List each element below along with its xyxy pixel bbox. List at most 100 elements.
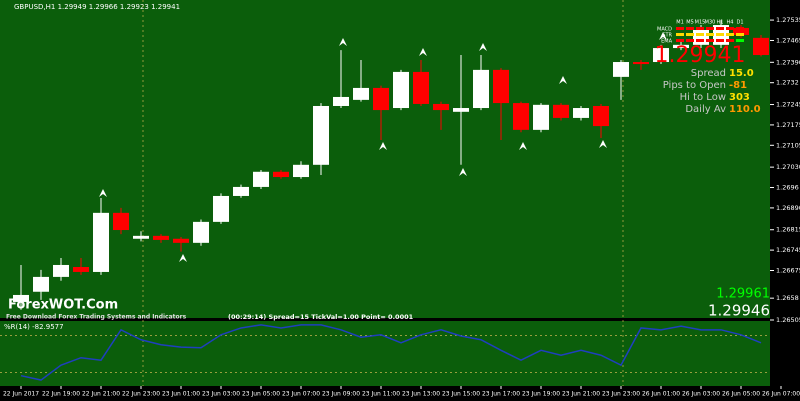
- fractal-arrow: [599, 140, 607, 148]
- signal-cell: [736, 27, 744, 30]
- chart-title: GBPUSD,H1 1.29949 1.29966 1.29923 1.2994…: [14, 3, 180, 11]
- candle-body: [733, 27, 749, 35]
- candle-body: [333, 96, 349, 106]
- candle-body: [373, 87, 389, 111]
- signal-cell: [726, 33, 734, 36]
- candle-body: [453, 108, 469, 112]
- candle-body: [513, 103, 529, 130]
- x-tick-label: 23 Jun 15:00: [442, 391, 480, 398]
- fractal-arrow: [379, 142, 387, 150]
- x-tick-label: 23 Jun 07:00: [282, 391, 320, 398]
- x-tick-label: 22 Jun 21:00: [82, 391, 120, 398]
- y-tick-label: 1.27535: [776, 16, 800, 24]
- y-tick-label: 1.2658: [776, 294, 799, 302]
- fractal-arrow: [179, 254, 187, 262]
- timeframe-label: M30: [705, 20, 716, 26]
- y-tick-label: 1.27105: [776, 141, 800, 149]
- fractal-arrow: [479, 43, 487, 51]
- candle-body: [393, 71, 409, 109]
- candle-body: [433, 103, 449, 111]
- signal-cell: [696, 39, 704, 42]
- stat-value: 15.0: [729, 68, 754, 79]
- candle-body: [293, 164, 309, 178]
- signal-cell: [726, 27, 734, 30]
- signal-cell: [706, 33, 714, 36]
- candle-body: [633, 62, 649, 65]
- bid-price: 1.29946: [708, 302, 770, 320]
- candle-body: [173, 238, 189, 243]
- x-tick-label: 23 Jun 23:00: [602, 391, 640, 398]
- fractal-arrow: [519, 142, 527, 150]
- x-tick-label: 23 Jun 05:00: [242, 391, 280, 398]
- y-tick-label: 1.2696: [776, 184, 799, 192]
- x-tick-label: 26 Jun 03:00: [682, 391, 720, 398]
- signal-cell: [696, 27, 704, 30]
- timeframe-label: H1: [717, 20, 724, 26]
- candle-body: [273, 171, 289, 178]
- indicator-line: [20, 324, 762, 381]
- x-tick-label: 26 Jun 07:00: [762, 391, 800, 398]
- x-tick-label: 23 Jun 09:00: [322, 391, 360, 398]
- stat-value: -81: [729, 80, 747, 91]
- x-tick-label: 23 Jun 03:00: [202, 391, 240, 398]
- candle-body: [413, 71, 429, 104]
- main-plot: [0, 0, 770, 318]
- signal-cell: [726, 39, 734, 42]
- current-price: 1.29941: [655, 43, 746, 68]
- brand: ForexWOT.Com: [8, 298, 118, 313]
- candle-body: [153, 235, 169, 240]
- signal-cell: [686, 27, 694, 30]
- candle-body: [533, 104, 549, 130]
- candle-body: [593, 105, 609, 127]
- indicator-title: %R(14) -82.9577: [4, 323, 64, 331]
- x-tick-label: 22 Jun 19:00: [42, 391, 80, 398]
- y-tick-label: 1.26890: [776, 204, 800, 212]
- fractal-arrow: [99, 189, 107, 197]
- stat-value: 110.0: [729, 104, 761, 115]
- signal-cell: [716, 39, 724, 42]
- fractal-arrow: [459, 168, 467, 176]
- candle-body: [553, 104, 569, 118]
- x-tick-label: 26 Jun 05:00: [722, 391, 760, 398]
- x-tick-label: 22 Jun 23:00: [122, 391, 160, 398]
- signal-cell: [696, 33, 704, 36]
- candle-body: [93, 212, 109, 272]
- signal-cell: [736, 39, 744, 42]
- x-tick-label: 23 Jun 01:00: [162, 391, 200, 398]
- candle-body: [473, 69, 489, 109]
- stat-label: Hi to Low: [680, 92, 726, 103]
- candle-body: [673, 44, 689, 49]
- tagline: Free Download Forex Trading Systems and …: [6, 314, 187, 321]
- candle-body: [193, 221, 209, 243]
- candle-body: [353, 87, 369, 100]
- y-tick-label: 1.26675: [776, 267, 800, 275]
- candle-body: [653, 48, 669, 63]
- fractal-arrow: [339, 38, 347, 46]
- y-tick-label: 1.26745: [776, 246, 800, 254]
- x-tick-label: 23 Jun 11:00: [362, 391, 400, 398]
- x-tick-label: 23 Jun 17:00: [482, 391, 520, 398]
- candle-body: [13, 294, 29, 302]
- signal-cell: [716, 27, 724, 30]
- signal-cell: [736, 33, 744, 36]
- candle-body: [253, 171, 269, 187]
- x-tick-label: 23 Jun 13:00: [402, 391, 440, 398]
- x-tick-label: 22 Jun 2017: [3, 391, 39, 398]
- signal-cell: [706, 39, 714, 42]
- timeframe-label: M5: [686, 20, 694, 26]
- candle-body: [493, 69, 509, 104]
- y-tick-label: 1.27030: [776, 163, 800, 171]
- indicator-plot: [0, 321, 770, 386]
- stat-label: Spread: [691, 68, 726, 79]
- signal-cell: [676, 39, 684, 42]
- candle-body: [573, 108, 589, 118]
- y-tick-label: 1.26505: [776, 316, 800, 324]
- stat-label: Daily Av: [685, 104, 726, 115]
- timeframe-label: M15: [695, 20, 706, 26]
- x-tick-label: 23 Jun 19:00: [522, 391, 560, 398]
- candle-body: [53, 264, 69, 277]
- candle-body: [613, 62, 629, 77]
- signal-cell: [706, 27, 714, 30]
- stat-value: 303: [729, 92, 750, 103]
